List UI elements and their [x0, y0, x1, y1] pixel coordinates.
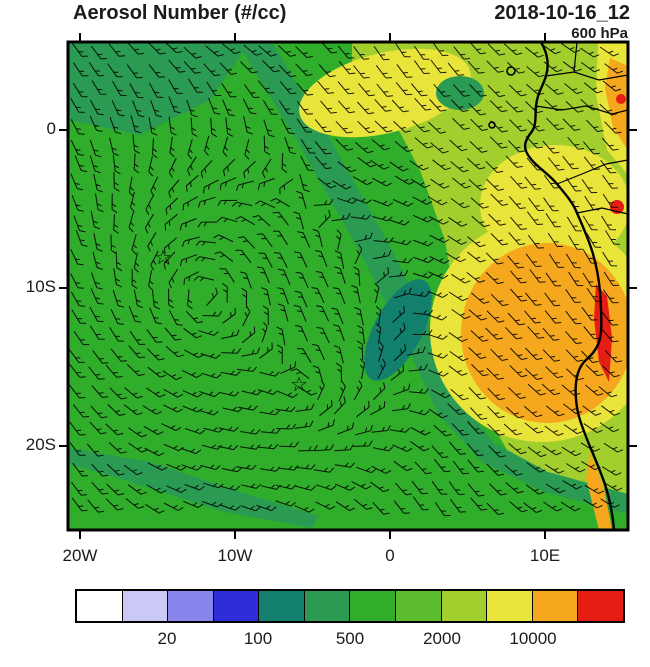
colorbar-segment	[167, 591, 213, 621]
country-border-2	[535, 105, 628, 115]
plot-datetime: 2018-10-16_12	[494, 2, 630, 24]
yellow-patch-top	[299, 48, 471, 138]
dark-core	[364, 279, 432, 381]
island-principe	[506, 66, 516, 76]
lon-label-20w: 20W	[62, 546, 98, 565]
colorbar	[75, 589, 625, 623]
colorbar-segment	[440, 591, 487, 621]
station-markers: ☆☆	[154, 247, 308, 396]
colorbar-label-10000: 10000	[509, 629, 557, 648]
africa-coastline	[523, 42, 616, 530]
colorbar-segment	[486, 591, 532, 621]
lat-label-10s: 10S	[25, 277, 56, 296]
colorbar-segment	[349, 591, 396, 621]
contour-field	[68, 42, 628, 530]
colorbar-label-500: 500	[335, 629, 365, 648]
colorbar-segment	[303, 591, 350, 621]
lon-label-10e: 10E	[529, 546, 561, 565]
plot-title: Aerosol Number (#/cc)	[73, 2, 287, 24]
star-marker: ☆	[290, 374, 308, 396]
colorbar-segment	[395, 591, 441, 621]
red-spot-2	[616, 94, 626, 104]
red-strip-coast	[594, 284, 612, 382]
colorbar-label-20: 20	[157, 629, 177, 648]
colorbar-segment	[212, 591, 259, 621]
colorbar-label-2000: 2000	[423, 629, 461, 648]
plot-border	[66, 40, 630, 532]
lon-label-10w: 10W	[217, 546, 253, 565]
star-marker: ☆	[154, 247, 172, 269]
green-patch-inside-yellow	[436, 76, 484, 110]
lat-label-20s: 20S	[25, 435, 56, 454]
dark-band-diagonal	[237, 42, 628, 514]
yellow-patch-coast	[480, 145, 628, 265]
country-border-4	[576, 207, 628, 215]
colorbar-segment	[121, 591, 168, 621]
axis-ticks	[59, 33, 637, 539]
lat-label-0: 0	[46, 119, 56, 138]
country-border-1	[545, 71, 628, 81]
colorbar-segment	[577, 591, 623, 621]
orange-strip-south-coast	[586, 452, 612, 530]
colorbar-segment	[77, 591, 122, 621]
pressure-level-label: 600 hPa	[571, 25, 628, 42]
orange-patch-necorner	[605, 58, 628, 150]
colorbar-segment	[531, 591, 578, 621]
colorbar-segment	[258, 591, 304, 621]
lon-label-0: 0	[385, 546, 395, 565]
colorbar-label-100: 100	[243, 629, 273, 648]
wind-barbs	[68, 42, 624, 517]
